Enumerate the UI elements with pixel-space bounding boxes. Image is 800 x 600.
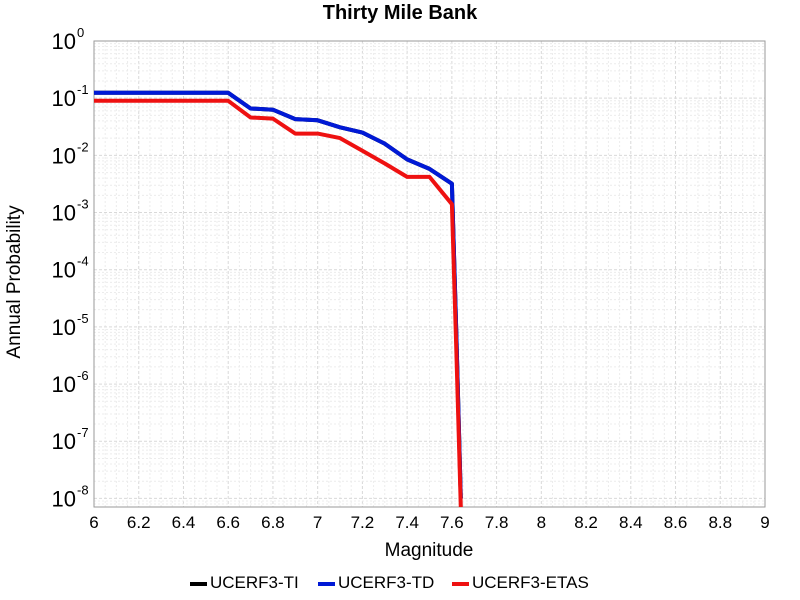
y-tick-exponent: -7: [77, 425, 89, 440]
series-line-ucerf3-td: [94, 90, 463, 499]
x-tick-label: 9: [760, 513, 769, 532]
plot-frame: [93, 40, 766, 508]
y-tick-exponent: -2: [77, 139, 89, 154]
y-tick-label: 10 -2: [52, 139, 89, 168]
y-tick-base: 10: [52, 201, 76, 226]
y-tick-exponent: -4: [77, 254, 89, 269]
x-tick-label: 7: [313, 513, 322, 532]
x-tick-label: 6.6: [216, 513, 240, 532]
legend-item: UCERF3-TD: [318, 573, 434, 592]
x-tick-label: 6.8: [261, 513, 285, 532]
legend: UCERF3-TI UCERF3-TD UCERF3-ETAS: [190, 573, 589, 592]
legend-label: UCERF3-ETAS: [472, 573, 589, 592]
y-tick-exponent: 0: [77, 25, 84, 40]
series-group: [94, 90, 463, 507]
x-tick-label: 8.2: [574, 513, 598, 532]
y-tick-base: 10: [52, 258, 76, 283]
x-tick-label: 7.2: [351, 513, 375, 532]
y-tick-label: 10 -5: [52, 311, 89, 340]
x-tick-label: 6.4: [172, 513, 196, 532]
x-tick-labels: 6 6.2 6.4 6.6 6.8 7 7.2 7.4 7.6 7.8 8 8.2 8.4 8.6 8.8 9: [89, 513, 769, 532]
x-tick-label: 8: [537, 513, 546, 532]
x-tick-label: 7.4: [395, 513, 419, 532]
x-tick-label: 6: [89, 513, 98, 532]
legend-item: UCERF3-ETAS: [452, 573, 589, 592]
y-tick-label: 10 -8: [52, 482, 89, 511]
y-tick-label: 10 -1: [52, 82, 89, 111]
x-tick-label: 7.8: [485, 513, 509, 532]
x-tick-label: 8.4: [619, 513, 643, 532]
y-tick-base: 10: [52, 315, 76, 340]
x-tick-label: 8.6: [664, 513, 688, 532]
series-line-ucerf3-etas: [94, 98, 463, 507]
y-tick-base: 10: [52, 143, 76, 168]
y-tick-label: 10 -3: [52, 197, 89, 226]
y-tick-exponent: -5: [77, 311, 89, 326]
y-tick-exponent: -1: [77, 82, 89, 97]
chart-title: Thirty Mile Bank: [323, 2, 478, 24]
grid: [93, 40, 766, 507]
y-tick-exponent: -6: [77, 368, 89, 383]
y-tick-base: 10: [52, 86, 76, 111]
y-tick-exponent: -8: [77, 482, 89, 497]
y-axis-label: Annual Probability: [4, 205, 25, 359]
x-tick-label: 8.8: [708, 513, 732, 532]
x-tick-label: 7.6: [440, 513, 464, 532]
series-line-ucerf3-ti: [94, 90, 463, 499]
y-tick-label: 10 -7: [52, 425, 89, 454]
legend-label: UCERF3-TI: [210, 573, 299, 592]
legend-item: UCERF3-TI: [190, 573, 299, 592]
x-tick-label: 6.2: [127, 513, 151, 532]
y-tick-base: 10: [52, 429, 76, 454]
y-tick-base: 10: [52, 486, 76, 511]
y-tick-label: 10 -4: [52, 254, 89, 283]
y-tick-base: 10: [52, 29, 76, 54]
y-tick-label: 10 0: [52, 25, 85, 54]
y-tick-exponent: -3: [77, 197, 89, 212]
x-axis-label: Magnitude: [385, 540, 474, 561]
y-tick-base: 10: [52, 372, 76, 397]
legend-label: UCERF3-TD: [338, 573, 434, 592]
y-tick-label: 10 -6: [52, 368, 89, 397]
